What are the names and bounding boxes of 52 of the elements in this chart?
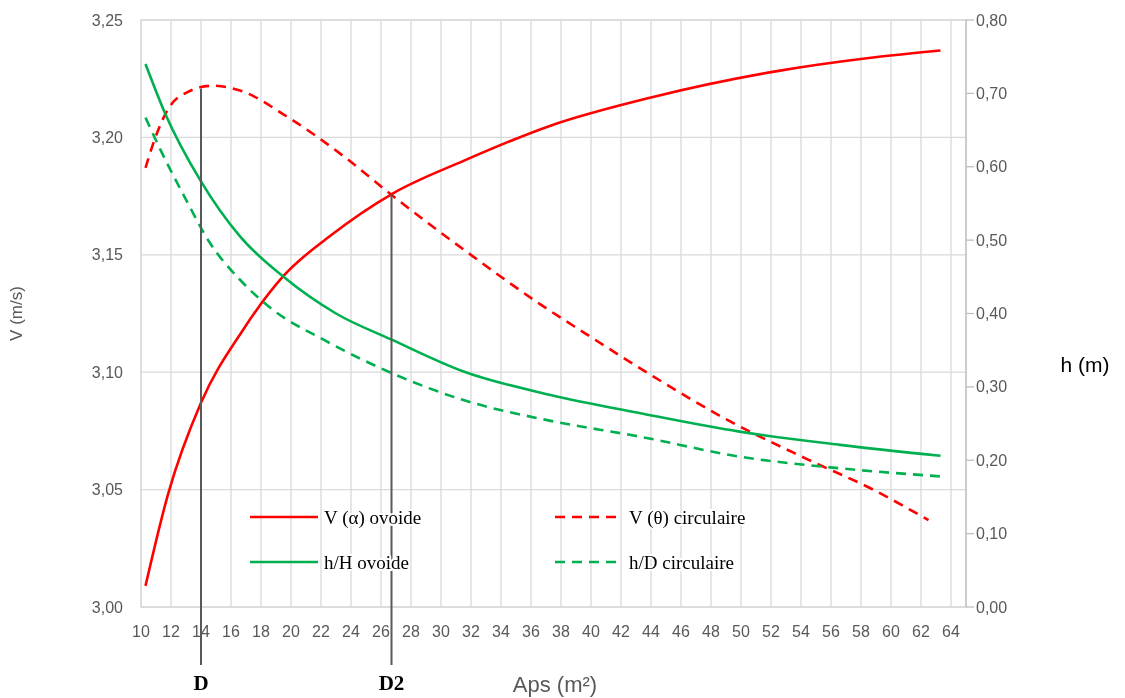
- x-tick-label: 42: [612, 623, 630, 640]
- y2-tick-label: 0,80: [976, 11, 1008, 29]
- x-tick-label: 40: [582, 623, 600, 640]
- x-tick-label: 24: [342, 623, 360, 640]
- line-series: [144, 116, 942, 478]
- legend-label: V (θ) circulaire: [629, 506, 746, 529]
- x-tick-label: 28: [402, 623, 420, 640]
- y-axis-title: V (m/s): [7, 286, 26, 341]
- x-tick-label: 62: [912, 623, 930, 640]
- x-tick-label: 60: [882, 623, 900, 640]
- x-tick-label: 20: [282, 623, 300, 640]
- y-tick-label: 3,00: [91, 598, 124, 616]
- x-tick-label: 38: [552, 623, 570, 640]
- y2-tick-label: 0,40: [976, 305, 1008, 323]
- line-series: [144, 62, 942, 458]
- x-tick-label: 26: [372, 623, 390, 640]
- x-axis-title: Aps (m²): [512, 672, 598, 697]
- y-tick-label: 3,25: [91, 11, 124, 29]
- x-tick-label: 56: [822, 623, 840, 640]
- line-series: [144, 49, 942, 588]
- y2-tick-label: 0,00: [976, 598, 1008, 616]
- x-tick-label: 30: [432, 623, 450, 640]
- x-tick-label: 12: [162, 623, 180, 640]
- y2-tick-label: 0,60: [976, 158, 1008, 176]
- y-tick-label: 3,05: [91, 481, 124, 499]
- x-tick-label: 36: [522, 623, 540, 640]
- y-tick-label: 3,15: [91, 246, 124, 264]
- y-tick-label: 3,20: [91, 129, 124, 146]
- y2-axis-title: h (m): [1060, 353, 1110, 376]
- x-tick-label: 50: [732, 623, 750, 640]
- y2-tick-label: 0,30: [976, 378, 1008, 396]
- ref-line-label: D2: [378, 671, 405, 695]
- x-tick-label: 54: [792, 623, 810, 640]
- x-tick-label: 48: [702, 623, 720, 640]
- y2-tick-label: 0,10: [976, 525, 1008, 543]
- x-tick-label: 32: [462, 623, 480, 640]
- y2-tick-label: 0,20: [976, 451, 1008, 469]
- x-tick-label: 18: [252, 623, 270, 640]
- y2-tick-label: 0,70: [976, 84, 1008, 102]
- y-tick-label: 3,10: [91, 363, 124, 381]
- x-tick-label: 16: [222, 623, 240, 640]
- x-tick-label: 58: [852, 623, 870, 640]
- x-tick-label: 46: [672, 623, 690, 640]
- y2-tick-label: 0,50: [976, 231, 1008, 249]
- ref-line-label: D: [193, 671, 209, 695]
- legend-label: h/D circulaire: [629, 551, 734, 573]
- x-tick-label: 10: [132, 623, 150, 640]
- x-tick-label: 34: [492, 623, 510, 640]
- x-tick-label: 52: [762, 623, 780, 640]
- x-tick-label: 22: [312, 623, 330, 640]
- x-tick-label: 64: [942, 623, 960, 640]
- x-tick-label: 44: [642, 623, 660, 640]
